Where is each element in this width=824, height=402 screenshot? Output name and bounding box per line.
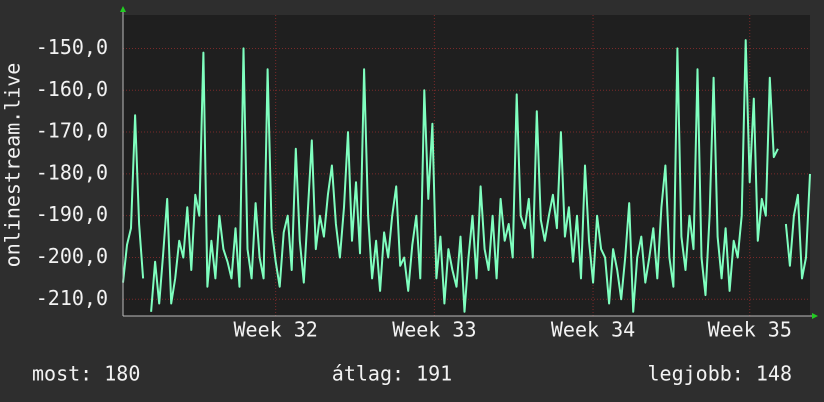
x-tick-label: Week 34	[551, 318, 635, 342]
y-axis-arrow	[120, 6, 126, 12]
y-tick-label: -200,0	[36, 244, 108, 268]
footer-current: most: 180	[32, 362, 140, 386]
footer-average: átlag: 191	[332, 362, 452, 386]
x-tick-label: Week 33	[392, 318, 476, 342]
y-tick-label: -210,0	[36, 286, 108, 310]
y-tick-label: -190,0	[36, 202, 108, 226]
y-tick-label: -180,0	[36, 160, 108, 184]
x-tick-label: Week 32	[234, 318, 318, 342]
x-axis-arrow	[812, 313, 818, 319]
y-axis-label: onlinestream.live	[1, 63, 25, 268]
y-tick-label: -160,0	[36, 77, 108, 101]
marks	[122, 39, 811, 313]
y-tick-label: -150,0	[36, 35, 108, 59]
y-tick-label: -170,0	[36, 119, 108, 143]
footer-best: legjobb: 148	[648, 362, 793, 386]
series-line	[122, 39, 811, 313]
x-tick-label: Week 35	[708, 318, 792, 342]
